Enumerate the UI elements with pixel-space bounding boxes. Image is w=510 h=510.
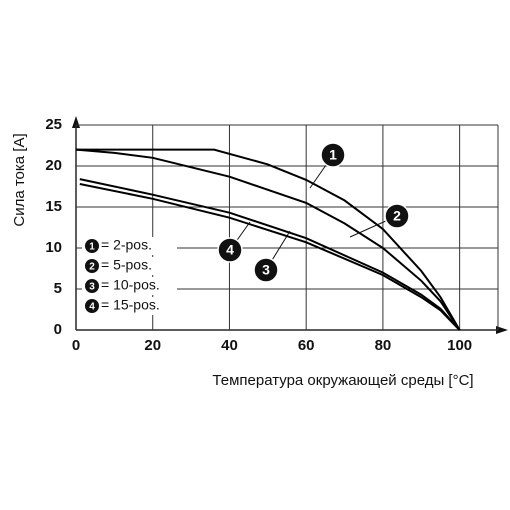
legend-badge [85,239,99,253]
legend-badge-label: 2 [89,262,95,273]
callout-label: 4 [226,242,234,258]
x-tick-label: 20 [144,337,161,354]
y-tick-label: 0 [54,321,62,338]
callout-badge [320,142,346,168]
line-series [79,183,461,331]
callout-label: 1 [329,147,337,163]
line-series [79,178,461,331]
x-tick-label: 100 [447,337,472,354]
legend-badge [85,299,99,313]
y-tick-label: 15 [45,198,62,215]
x-tick-label: 60 [298,337,315,354]
legend-label: = 5-pos. [101,257,152,273]
legend-badge-label: 3 [89,282,95,293]
legend-badge [85,279,99,293]
y-tick-label: 5 [54,280,62,297]
callout-label: 3 [262,262,270,278]
legend-label: = 2-pos. [101,237,152,253]
y-tick-label: 20 [45,157,62,174]
callout-badge [384,203,410,229]
legend-bg [82,257,177,275]
line-series [75,148,461,331]
legend-badge-label: 1 [89,242,95,253]
legend-bg [82,297,177,315]
callout-badge [253,257,279,283]
y-axis-title: Сила тока [A] [11,133,28,226]
y-tick-label: 25 [45,116,62,133]
legend-badge-label: 4 [89,302,95,313]
legend-label: = 15-pos. [101,297,160,313]
legend-bg [82,277,177,295]
x-tick-label: 80 [375,337,392,354]
line-series [76,148,461,331]
x-tick-label: 0 [72,337,80,354]
legend-bg [82,237,177,255]
legend-badge [85,259,99,273]
callout-label: 2 [393,208,401,224]
x-axis-title: Температура окружающей среды [°C] [212,372,473,389]
legend-label: = 10-pos. [101,277,160,293]
x-tick-label: 40 [221,337,238,354]
x-axis-arrow [496,326,508,334]
y-tick-label: 10 [45,239,62,256]
callout-badge [217,237,243,263]
